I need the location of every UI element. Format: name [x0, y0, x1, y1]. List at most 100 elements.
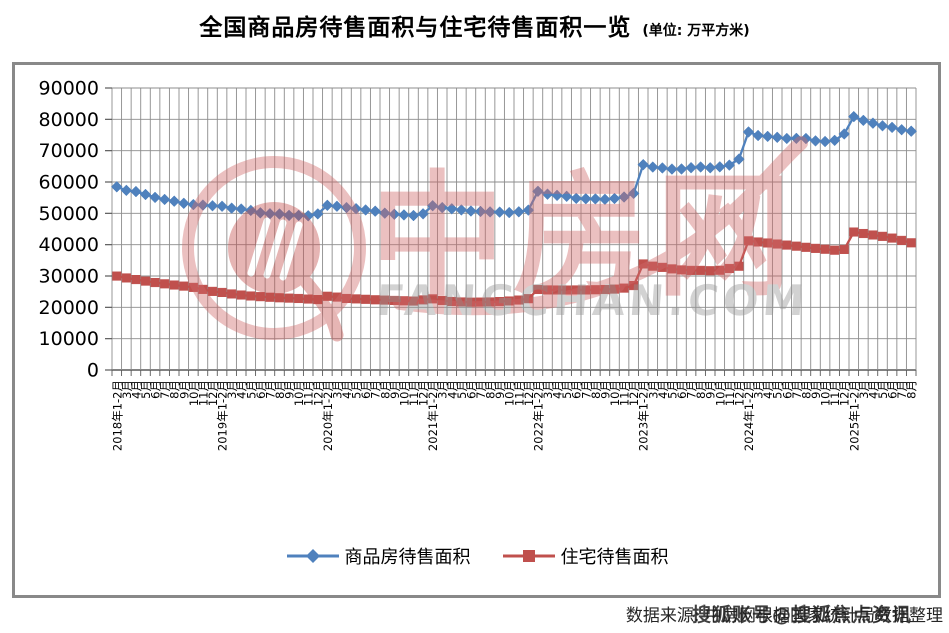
svg-text:7月: 7月 — [158, 380, 172, 399]
svg-text:5月: 5月 — [665, 380, 679, 399]
plot-area: 0 10000 20000 30000 40000 50000 60000 70000 8000… — [39, 78, 919, 452]
legend-label: 商品房待售面积 — [344, 547, 471, 568]
series-markers-1 — [112, 227, 916, 307]
svg-text:3月: 3月 — [541, 380, 555, 399]
svg-text:9月: 9月 — [809, 380, 823, 399]
svg-text:6月: 6月 — [149, 380, 163, 399]
sohu-watermark-text: 搜狐账号@搜狐焦点资讯 — [692, 604, 913, 626]
svg-text:3月: 3月 — [857, 380, 871, 399]
svg-text:90000: 90000 — [39, 78, 99, 100]
svg-text:12月: 12月 — [417, 380, 431, 406]
axis-ticks — [105, 87, 917, 376]
data-source-text: 数据来源: 中房网根据国家统计局数据整理 — [625, 606, 943, 626]
svg-text:6月: 6月 — [570, 380, 584, 399]
svg-text:10月: 10月 — [713, 380, 727, 406]
svg-text:8月: 8月 — [799, 380, 813, 399]
svg-text:7月: 7月 — [369, 380, 383, 399]
svg-text:5月: 5月 — [139, 380, 153, 399]
svg-text:40000: 40000 — [39, 234, 99, 256]
svg-text:9月: 9月 — [493, 380, 507, 399]
svg-text:12月: 12月 — [522, 380, 536, 406]
svg-text:6月: 6月 — [254, 380, 268, 399]
legend-label: 住宅待售面积 — [560, 547, 669, 568]
svg-text:30000: 30000 — [39, 266, 99, 288]
svg-text:3月: 3月 — [120, 380, 134, 399]
svg-text:5月: 5月 — [560, 380, 574, 399]
svg-text:2019年1-2月: 2019年1-2月 — [216, 380, 230, 451]
svg-text:11月: 11月 — [196, 380, 210, 406]
svg-text:60000: 60000 — [39, 172, 99, 194]
svg-text:9月: 9月 — [177, 380, 191, 399]
svg-text:4月: 4月 — [656, 380, 670, 399]
svg-text:5月: 5月 — [771, 380, 785, 399]
svg-text:9月: 9月 — [283, 380, 297, 399]
svg-text:6月: 6月 — [780, 380, 794, 399]
x-axis-labels: 2018年1-2月3月4月5月6月7月8月9月10月11月12月2019年1-2… — [110, 380, 918, 451]
svg-text:4月: 4月 — [235, 380, 249, 399]
svg-text:7月: 7月 — [895, 380, 909, 399]
svg-text:9月: 9月 — [704, 380, 718, 399]
svg-text:8月: 8月 — [378, 380, 392, 399]
svg-text:10月: 10月 — [608, 380, 622, 406]
svg-text:4月: 4月 — [866, 380, 880, 399]
svg-text:2020年1-2月: 2020年1-2月 — [321, 380, 335, 451]
y-axis-labels: 0 10000 20000 30000 40000 50000 60000 70000 8000… — [39, 78, 99, 382]
svg-text:8月: 8月 — [484, 380, 498, 399]
svg-text:11月: 11月 — [828, 380, 842, 406]
svg-text:4月: 4月 — [340, 380, 354, 399]
svg-text:5月: 5月 — [455, 380, 469, 399]
svg-text:10000: 10000 — [39, 328, 99, 350]
svg-text:80000: 80000 — [39, 109, 99, 131]
svg-text:7月: 7月 — [790, 380, 804, 399]
svg-text:11月: 11月 — [512, 380, 526, 406]
svg-text:11月: 11月 — [723, 380, 737, 406]
svg-text:12月: 12月 — [627, 380, 641, 406]
svg-text:10月: 10月 — [187, 380, 201, 406]
svg-text:8月: 8月 — [589, 380, 603, 399]
chart-title: 全国商品房待售面积与住宅待售面积一览 (单位: 万平方米) — [0, 8, 949, 42]
legend-square-marker-icon — [502, 550, 555, 562]
svg-text:4月: 4月 — [445, 380, 459, 399]
svg-text:9月: 9月 — [388, 380, 402, 399]
svg-text:50000: 50000 — [39, 203, 99, 225]
svg-text:2025年1-2月: 2025年1-2月 — [847, 380, 861, 451]
svg-text:3月: 3月 — [436, 380, 450, 399]
svg-text:7月: 7月 — [685, 380, 699, 399]
svg-text:2021年1-2月: 2021年1-2月 — [426, 380, 440, 451]
chart-title-unit: (单位: 万平方米) — [642, 23, 750, 39]
svg-text:12月: 12月 — [732, 380, 746, 406]
svg-text:10月: 10月 — [819, 380, 833, 406]
legend-item-commodity: 商品房待售面积 — [285, 543, 471, 569]
chart-title-text: 全国商品房待售面积与住宅待售面积一览 — [199, 15, 632, 41]
svg-text:2024年1-2月: 2024年1-2月 — [742, 380, 756, 451]
svg-text:4月: 4月 — [129, 380, 143, 399]
svg-text:5月: 5月 — [244, 380, 258, 399]
svg-text:9月: 9月 — [598, 380, 612, 399]
svg-text:6月: 6月 — [675, 380, 689, 399]
svg-text:5月: 5月 — [350, 380, 364, 399]
chart-frame: 0 10000 20000 30000 40000 50000 60000 70000 8000… — [12, 62, 941, 598]
svg-text:8月: 8月 — [694, 380, 708, 399]
svg-text:10月: 10月 — [292, 380, 306, 406]
svg-text:6月: 6月 — [886, 380, 900, 399]
svg-text:12月: 12月 — [206, 380, 220, 406]
svg-text:6月: 6月 — [464, 380, 478, 399]
svg-text:4月: 4月 — [761, 380, 775, 399]
svg-text:11月: 11月 — [407, 380, 421, 406]
svg-text:11月: 11月 — [618, 380, 632, 406]
svg-text:8月: 8月 — [273, 380, 287, 399]
svg-text:8月: 8月 — [168, 380, 182, 399]
svg-text:3月: 3月 — [646, 380, 660, 399]
svg-text:3月: 3月 — [752, 380, 766, 399]
svg-text:7月: 7月 — [474, 380, 488, 399]
svg-text:8月: 8月 — [905, 380, 919, 399]
svg-text:12月: 12月 — [311, 380, 325, 406]
svg-text:12月: 12月 — [838, 380, 852, 406]
svg-text:0: 0 — [87, 360, 99, 382]
svg-text:10月: 10月 — [397, 380, 411, 406]
svg-text:10月: 10月 — [503, 380, 517, 406]
legend-diamond-marker-icon — [286, 549, 339, 563]
svg-text:2022年1-2月: 2022年1-2月 — [531, 380, 545, 451]
svg-text:2023年1-2月: 2023年1-2月 — [637, 380, 651, 451]
series-markers-0 — [111, 110, 917, 222]
